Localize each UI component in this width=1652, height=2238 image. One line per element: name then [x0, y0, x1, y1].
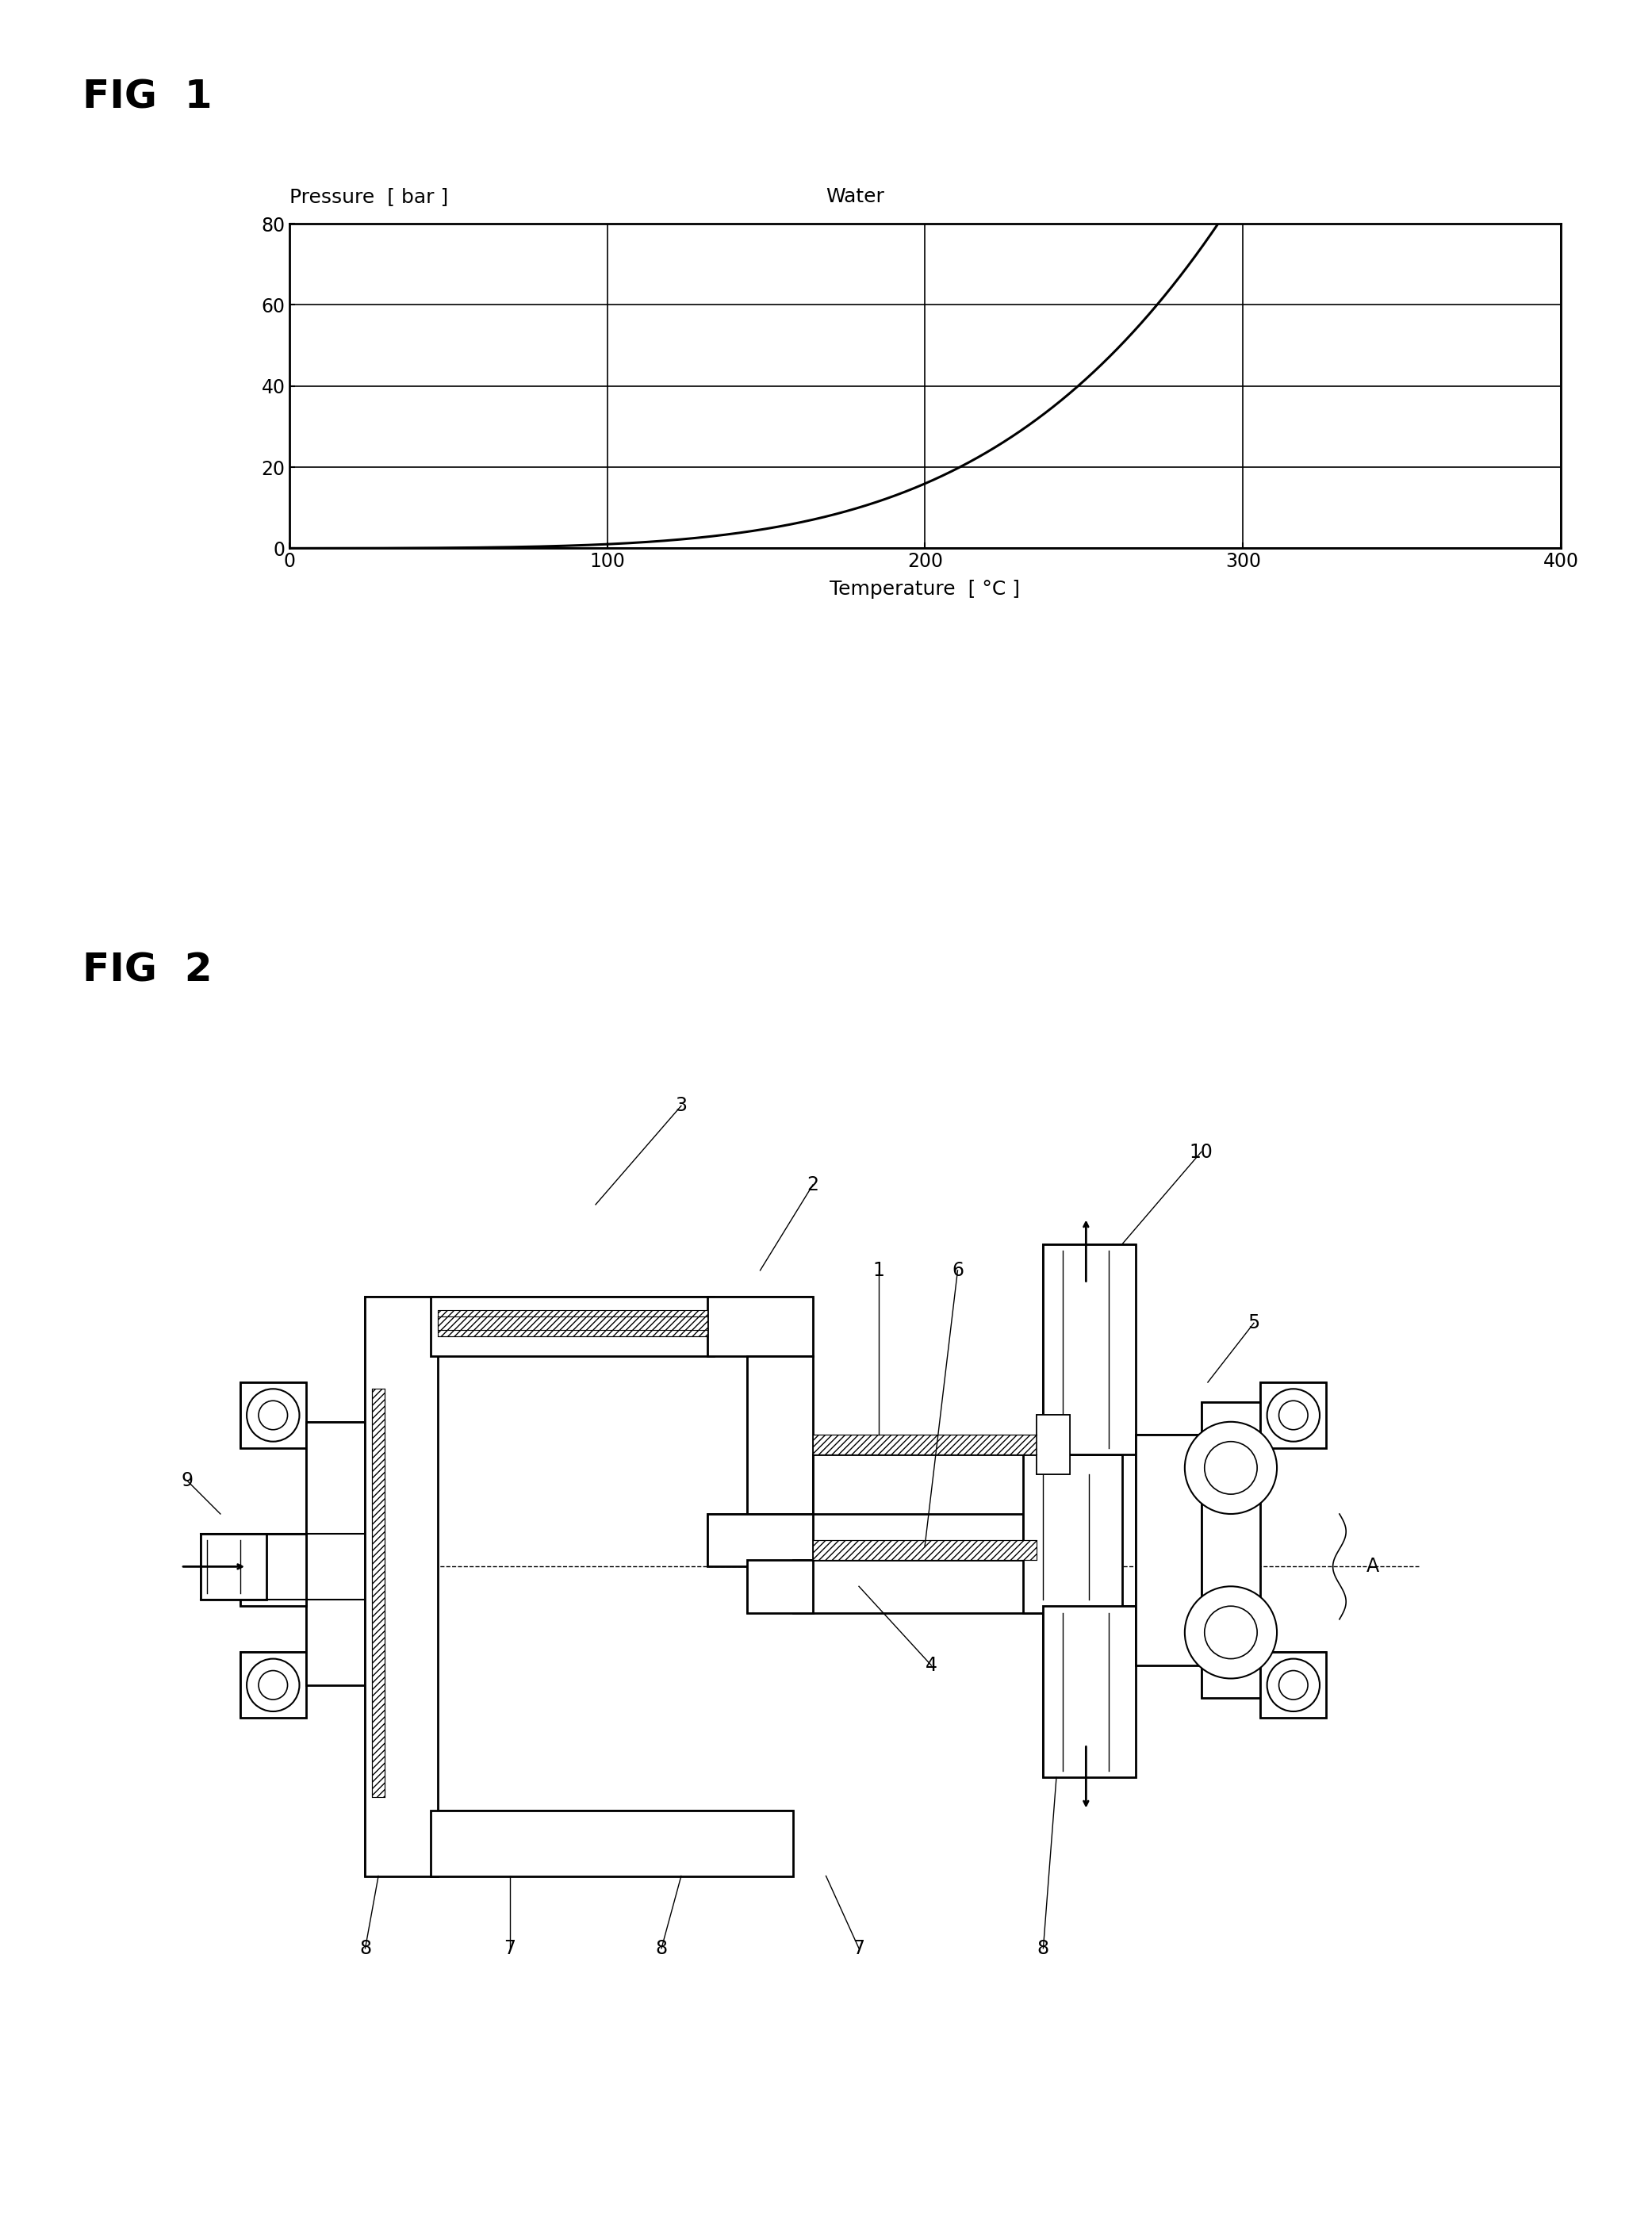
Text: 2: 2	[806, 1175, 819, 1195]
Circle shape	[1184, 1587, 1277, 1678]
Bar	[707, 1513, 813, 1567]
Bar	[1260, 1652, 1327, 1719]
Text: 10: 10	[1189, 1141, 1213, 1162]
Bar	[1260, 1383, 1327, 1448]
Bar	[1201, 1401, 1260, 1699]
Bar	[1037, 1414, 1069, 1475]
Bar	[747, 1356, 813, 1513]
Bar	[240, 1652, 306, 1719]
Bar	[1201, 1401, 1260, 1699]
Text: FIG  2: FIG 2	[83, 951, 213, 989]
Bar	[707, 1296, 813, 1356]
Bar	[431, 1811, 793, 1875]
Bar	[813, 1540, 1037, 1560]
Circle shape	[259, 1401, 287, 1430]
Bar	[1024, 1455, 1122, 1614]
Circle shape	[1279, 1670, 1308, 1699]
Circle shape	[259, 1670, 287, 1699]
Bar	[200, 1533, 266, 1600]
Bar	[240, 1652, 306, 1719]
Bar	[240, 1383, 306, 1448]
Bar	[793, 1560, 1089, 1614]
Circle shape	[1204, 1607, 1257, 1658]
Bar	[1062, 1251, 1108, 1448]
Bar	[1042, 1244, 1135, 1455]
Bar	[1037, 1414, 1069, 1475]
Bar	[240, 1383, 306, 1448]
Circle shape	[1184, 1421, 1277, 1513]
Bar	[200, 1533, 266, 1600]
Bar	[1042, 1475, 1089, 1600]
Bar	[438, 1309, 707, 1329]
Bar	[813, 1455, 1089, 1513]
Text: 1: 1	[872, 1260, 884, 1280]
Bar	[1135, 1435, 1201, 1665]
Text: 7: 7	[852, 1938, 866, 1958]
Text: A: A	[1366, 1558, 1379, 1576]
Text: 4: 4	[925, 1656, 937, 1674]
Text: 8: 8	[358, 1938, 372, 1958]
Bar	[206, 1540, 240, 1593]
Bar	[1042, 1607, 1135, 1777]
Bar	[1024, 1455, 1122, 1614]
Bar	[1042, 1244, 1135, 1455]
Text: 5: 5	[1247, 1314, 1260, 1332]
Bar	[813, 1455, 1089, 1513]
Text: 6: 6	[952, 1260, 963, 1280]
Circle shape	[1204, 1441, 1257, 1495]
Bar	[707, 1296, 813, 1356]
Text: 7: 7	[504, 1938, 515, 1958]
Bar	[747, 1560, 813, 1614]
Bar	[747, 1560, 813, 1614]
Text: 3: 3	[676, 1097, 687, 1115]
Bar	[707, 1513, 813, 1567]
Bar	[1260, 1383, 1327, 1448]
Bar	[431, 1296, 714, 1356]
Circle shape	[246, 1658, 299, 1712]
Bar	[365, 1296, 438, 1875]
Bar	[240, 1533, 306, 1607]
Bar	[240, 1533, 306, 1607]
X-axis label: Temperature  [ °C ]: Temperature [ °C ]	[829, 580, 1021, 600]
Bar	[306, 1421, 365, 1685]
Circle shape	[1279, 1401, 1308, 1430]
Bar	[1260, 1652, 1327, 1719]
Bar	[431, 1296, 714, 1356]
Bar	[372, 1390, 385, 1797]
Text: 8: 8	[656, 1938, 667, 1958]
Bar	[372, 1390, 431, 1797]
Text: Pressure  [ bar ]: Pressure [ bar ]	[289, 186, 448, 206]
Circle shape	[246, 1390, 299, 1441]
Bar	[431, 1811, 793, 1875]
Bar	[793, 1560, 1089, 1614]
Bar	[813, 1435, 1037, 1455]
Text: FIG  1: FIG 1	[83, 78, 213, 116]
Text: Water: Water	[826, 186, 884, 206]
Bar	[365, 1296, 438, 1875]
Bar	[438, 1316, 707, 1336]
Text: 8: 8	[1037, 1938, 1049, 1958]
Bar	[747, 1356, 813, 1513]
Circle shape	[1267, 1658, 1320, 1712]
Bar	[1042, 1607, 1135, 1777]
Circle shape	[1267, 1390, 1320, 1441]
Bar	[306, 1421, 365, 1685]
Bar	[1062, 1614, 1108, 1770]
Text: 9: 9	[182, 1473, 193, 1491]
Bar	[1135, 1435, 1201, 1665]
